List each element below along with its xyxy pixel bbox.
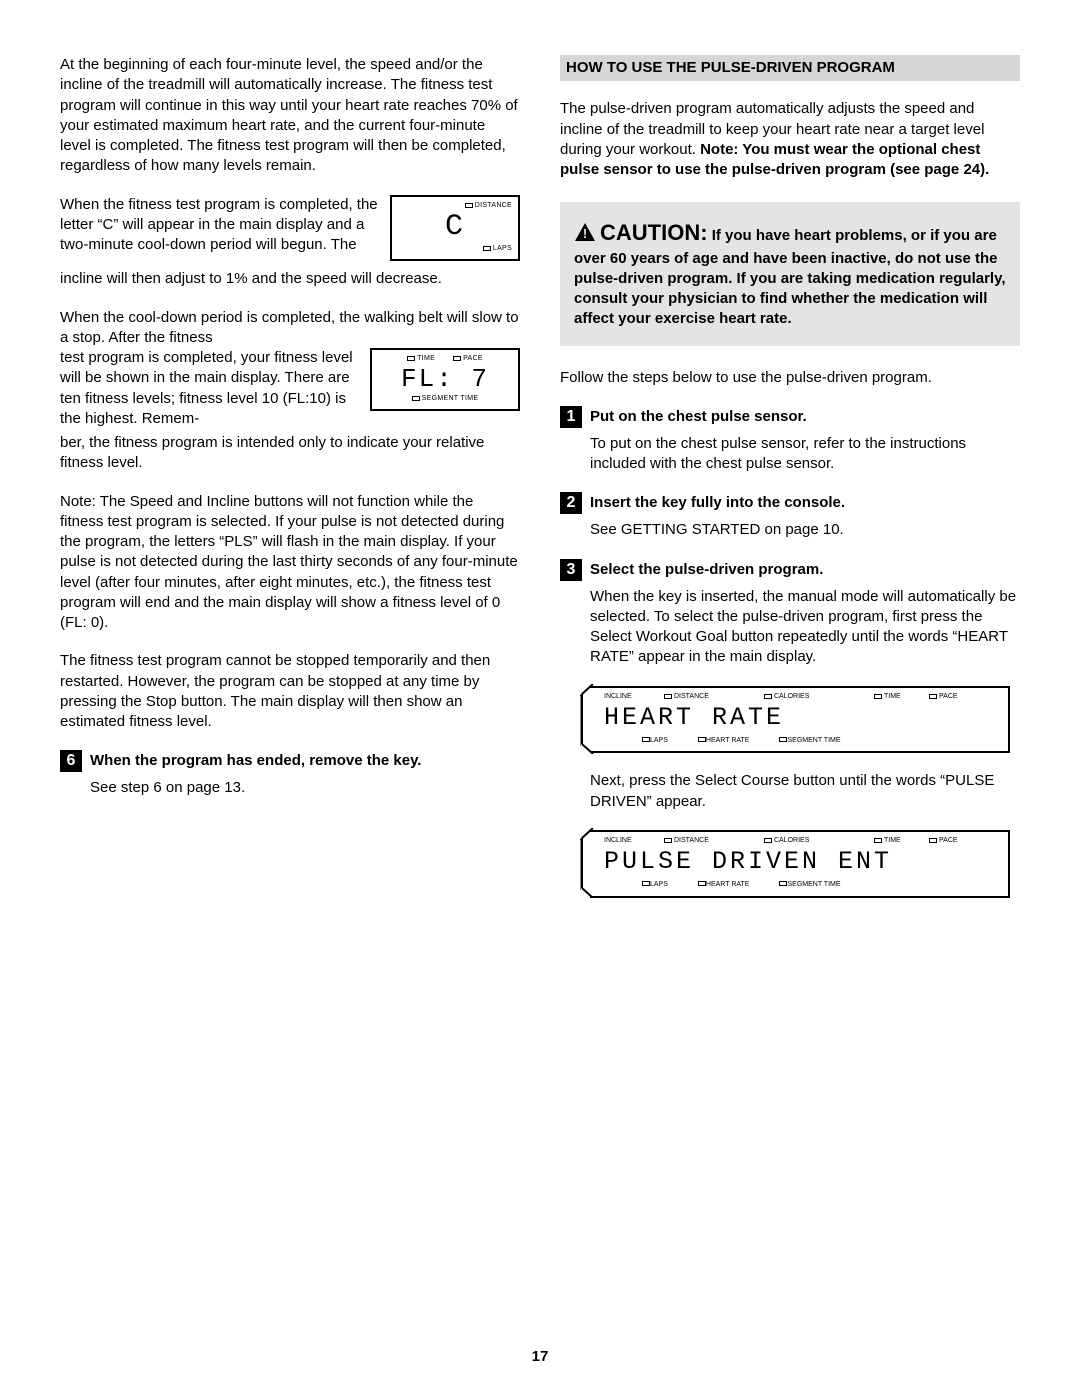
lcd-panel-c: DISTANCE C LAPS: [390, 195, 520, 262]
lcd-panel-fl: TIME PACE FL: 7 SEGMENT TIME: [370, 348, 520, 411]
right-column: HOW TO USE THE PULSE-DRIVEN PROGRAM The …: [560, 55, 1020, 1397]
step-body: See GETTING STARTED on page 10.: [590, 520, 1020, 540]
lcd-heart-rate: INCLINE DISTANCE CALORIES TIME PACE HEAR…: [590, 686, 1020, 754]
paragraph: When the fitness test program is complet…: [60, 196, 378, 254]
paragraph: Follow the steps below to use the pulse-…: [560, 368, 1020, 388]
distance-indicator: DISTANCE: [465, 201, 512, 210]
section-header: HOW TO USE THE PULSE-DRIVEN PROGRAM: [560, 55, 1020, 81]
step-number: 1: [560, 406, 582, 428]
step-title: Select the pulse-driven program.: [590, 559, 823, 580]
step-body: See step 6 on page 13.: [90, 778, 520, 798]
manual-page: At the beginning of each four-minute lev…: [0, 0, 1080, 1397]
segment-label: SEGMENT TIME: [779, 736, 840, 745]
segment-indicator: SEGMENT TIME: [412, 394, 479, 403]
left-column: At the beginning of each four-minute lev…: [60, 55, 520, 1397]
time-label: TIME: [874, 692, 929, 701]
svg-text:!: !: [583, 226, 587, 241]
step-6: 6 When the program has ended, remove the…: [60, 750, 520, 772]
lcd-glyph: C: [398, 210, 512, 244]
paragraph: The fitness test program cannot be stopp…: [60, 651, 520, 732]
display-c-block: DISTANCE C LAPS When the fitness test pr…: [60, 195, 520, 266]
step-title: Insert the key fully into the console.: [590, 492, 845, 513]
paragraph: At the beginning of each four-minute lev…: [60, 55, 520, 177]
step-number: 2: [560, 492, 582, 514]
lcd-text: PULSE DRIVEN ENT: [602, 847, 1000, 878]
paragraph: ber, the fitness program is intended onl…: [60, 433, 520, 474]
step-title: Put on the chest pulse sensor.: [590, 406, 807, 427]
page-number: 17: [0, 1347, 1080, 1367]
step-2: 2 Insert the key fully into the console.: [560, 492, 1020, 514]
step-body: To put on the chest pulse sensor, refer …: [590, 434, 1020, 475]
step-number: 3: [560, 559, 582, 581]
calories-label: CALORIES: [764, 836, 874, 845]
lcd-text: HEART RATE: [602, 703, 1000, 734]
paragraph: Next, press the Select Course button unt…: [590, 771, 1020, 812]
pace-label: PACE: [929, 836, 958, 845]
caution-box: ! CAUTION: If you have heart problems, o…: [560, 202, 1020, 345]
step-1: 1 Put on the chest pulse sensor.: [560, 406, 1020, 428]
time-indicator: TIME: [407, 354, 435, 363]
step-number: 6: [60, 750, 82, 772]
segment-label: SEGMENT TIME: [779, 880, 840, 889]
heartrate-label: HEART RATE: [698, 880, 750, 889]
time-label: TIME: [874, 836, 929, 845]
step-title: When the program has ended, remove the k…: [90, 750, 421, 771]
intro-paragraph: The pulse-driven program automatically a…: [560, 99, 1020, 180]
calories-label: CALORIES: [764, 692, 874, 701]
paragraph: incline will then adjust to 1% and the s…: [60, 269, 520, 289]
laps-label: LAPS: [642, 736, 668, 745]
paragraph: When the cool-down period is completed, …: [60, 308, 520, 349]
incline-label: INCLINE: [604, 836, 664, 845]
distance-label: DISTANCE: [664, 692, 764, 701]
caution-label: CAUTION:: [600, 220, 708, 245]
lcd-pulse-driven: INCLINE DISTANCE CALORIES TIME PACE PULS…: [590, 830, 1020, 898]
paragraph: Note: The Speed and Incline buttons will…: [60, 492, 520, 634]
lcd-glyph: FL: 7: [378, 364, 512, 394]
pace-label: PACE: [929, 692, 958, 701]
pace-indicator: PACE: [453, 354, 483, 363]
heartrate-label: HEART RATE: [698, 736, 750, 745]
laps-label: LAPS: [642, 880, 668, 889]
display-fl-block: TIME PACE FL: 7 SEGMENT TIME test progra…: [60, 348, 520, 429]
paragraph: test program is completed, your fitness …: [60, 349, 353, 427]
distance-label: DISTANCE: [664, 836, 764, 845]
warning-icon: !: [574, 222, 596, 248]
laps-indicator: LAPS: [483, 244, 512, 253]
step-3: 3 Select the pulse-driven program.: [560, 559, 1020, 581]
step-body: When the key is inserted, the manual mod…: [590, 587, 1020, 668]
incline-label: INCLINE: [604, 692, 664, 701]
